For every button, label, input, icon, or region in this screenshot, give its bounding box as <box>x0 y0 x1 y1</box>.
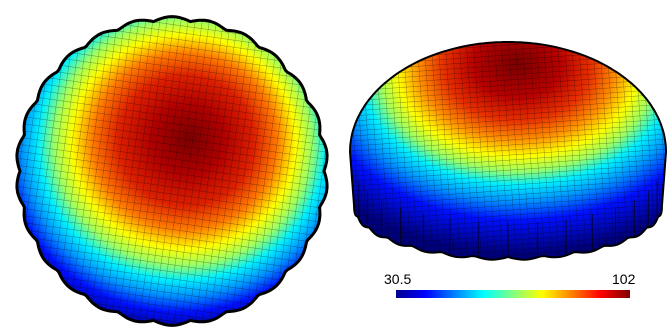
colorbar-bar <box>396 290 630 298</box>
colorbar: 30.5 102 <box>384 271 636 298</box>
colorbar-min-label: 30.5 <box>384 271 411 287</box>
colorbar-max-label: 102 <box>612 271 636 287</box>
top-view-mesh <box>15 15 329 327</box>
oblique-view-mesh <box>348 41 668 261</box>
